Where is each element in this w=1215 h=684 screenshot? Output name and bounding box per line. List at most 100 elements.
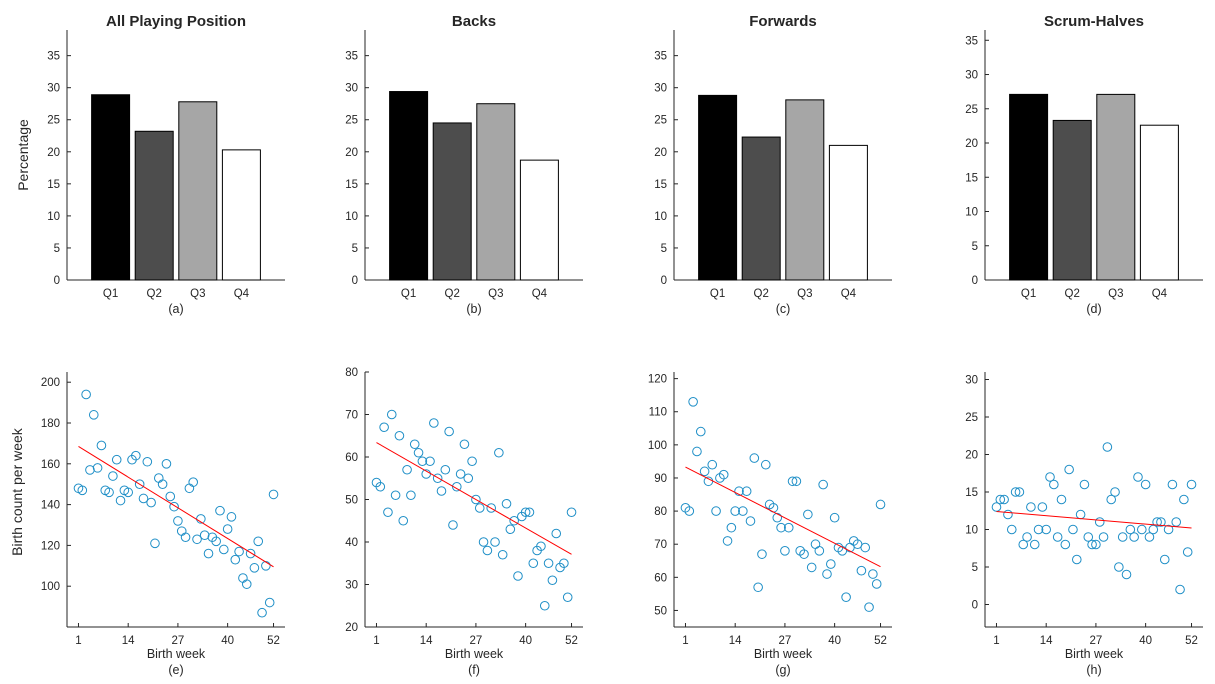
data-point (1144, 532, 1155, 542)
data-point (425, 456, 435, 467)
data-point (219, 544, 229, 555)
x-tick-label: Q4 (532, 288, 548, 300)
data-point (1114, 562, 1124, 572)
data-point (444, 426, 454, 437)
x-axis-label: Birth week (1065, 647, 1124, 661)
panel-c: Forwards 0 5 10 15 20 25 30 35 Q1 Q2 Q3 Q4 (c) (654, 13, 892, 316)
data-point (1045, 472, 1055, 482)
data-point (772, 512, 783, 523)
data-point (753, 582, 763, 593)
y-tick-label: 15 (345, 179, 358, 191)
y-tick-label: 15 (965, 487, 978, 499)
y-tick-label: 200 (41, 377, 60, 389)
x-tick-label: 27 (470, 635, 483, 647)
data-point (85, 465, 95, 475)
x-tick-label: Q1 (710, 288, 725, 300)
data-point (494, 447, 504, 458)
data-point (173, 516, 183, 526)
x-axis-label: Birth week (445, 647, 504, 661)
x-tick-label: Q3 (190, 288, 205, 300)
x-tick-label: 1 (75, 635, 81, 647)
x-tick-label: Q2 (445, 288, 460, 300)
data-point (551, 528, 562, 539)
x-tick-label: 27 (172, 635, 185, 647)
bar-q1 (1009, 93, 1049, 281)
data-point (379, 422, 389, 433)
data-point (745, 516, 756, 526)
data-point (222, 524, 233, 534)
y-tick-label: 0 (352, 275, 358, 287)
data-point (1175, 584, 1185, 595)
data-point (215, 505, 225, 516)
y-tick-label: 120 (41, 540, 60, 552)
data-point (1060, 539, 1071, 550)
y-tick-label: 120 (648, 374, 667, 386)
data-point (722, 536, 733, 546)
data-point (730, 506, 740, 516)
data-point (1106, 494, 1117, 505)
chart-title: All Playing Position (106, 13, 246, 30)
data-point (684, 506, 695, 516)
data-point (688, 397, 698, 407)
data-point (1003, 509, 1013, 520)
y-tick-label: 20 (345, 147, 358, 159)
y-tick-label: 50 (654, 605, 667, 617)
data-point (1098, 532, 1109, 542)
x-tick-label: Q2 (1065, 288, 1080, 300)
data-point (471, 494, 481, 505)
data-point (1033, 524, 1044, 535)
data-point (1041, 524, 1051, 535)
chart-title: Scrum-Halves (1044, 13, 1144, 30)
x-tick-label: 52 (565, 635, 578, 647)
x-tick-label: Q2 (754, 288, 769, 300)
bar-q2 (432, 122, 472, 281)
data-point (467, 456, 477, 467)
x-tick-label: 40 (1139, 635, 1152, 647)
x-tick-label: Q3 (1108, 288, 1123, 300)
data-point (1121, 569, 1132, 580)
data-point (474, 503, 485, 513)
bar-q3 (178, 101, 218, 281)
data-point (390, 490, 401, 501)
data-point (402, 464, 412, 475)
data-point (165, 491, 176, 502)
data-point (257, 607, 267, 618)
data-point (707, 459, 718, 470)
panel-h: 0 5 10 15 20 25 30 1 14 27 40 52 Birth week (h) (965, 372, 1203, 677)
x-tick-label: 1 (682, 635, 688, 647)
y-tick-label: 25 (965, 104, 978, 116)
x-tick-label: Q3 (797, 288, 812, 300)
data-point (1110, 487, 1120, 497)
data-point (157, 479, 168, 490)
data-point (868, 569, 878, 579)
x-tick-label: Q4 (1152, 288, 1168, 300)
data-point (1125, 524, 1136, 535)
data-point (176, 526, 187, 536)
data-point (806, 562, 817, 573)
data-point (386, 409, 397, 420)
data-point (192, 534, 202, 545)
data-point (810, 539, 821, 550)
data-point (161, 459, 172, 469)
panel-label: (d) (1086, 302, 1101, 316)
data-point (245, 548, 256, 559)
data-point (264, 597, 275, 608)
data-point (463, 473, 474, 484)
data-point (1140, 479, 1151, 490)
data-point (547, 575, 558, 586)
data-point (741, 486, 752, 497)
data-point (184, 483, 195, 494)
x-tick-label: 14 (729, 635, 742, 647)
y-tick-label: 60 (654, 572, 667, 584)
data-point (1006, 524, 1017, 535)
bar-q2 (134, 130, 174, 281)
data-point (398, 515, 409, 526)
data-point (864, 602, 874, 612)
data-point (1133, 472, 1143, 482)
y-tick-label: 0 (54, 275, 60, 287)
y-tick-label: 70 (345, 410, 358, 422)
data-point (1064, 464, 1074, 475)
x-tick-label: 40 (221, 635, 234, 647)
data-point (123, 487, 133, 498)
